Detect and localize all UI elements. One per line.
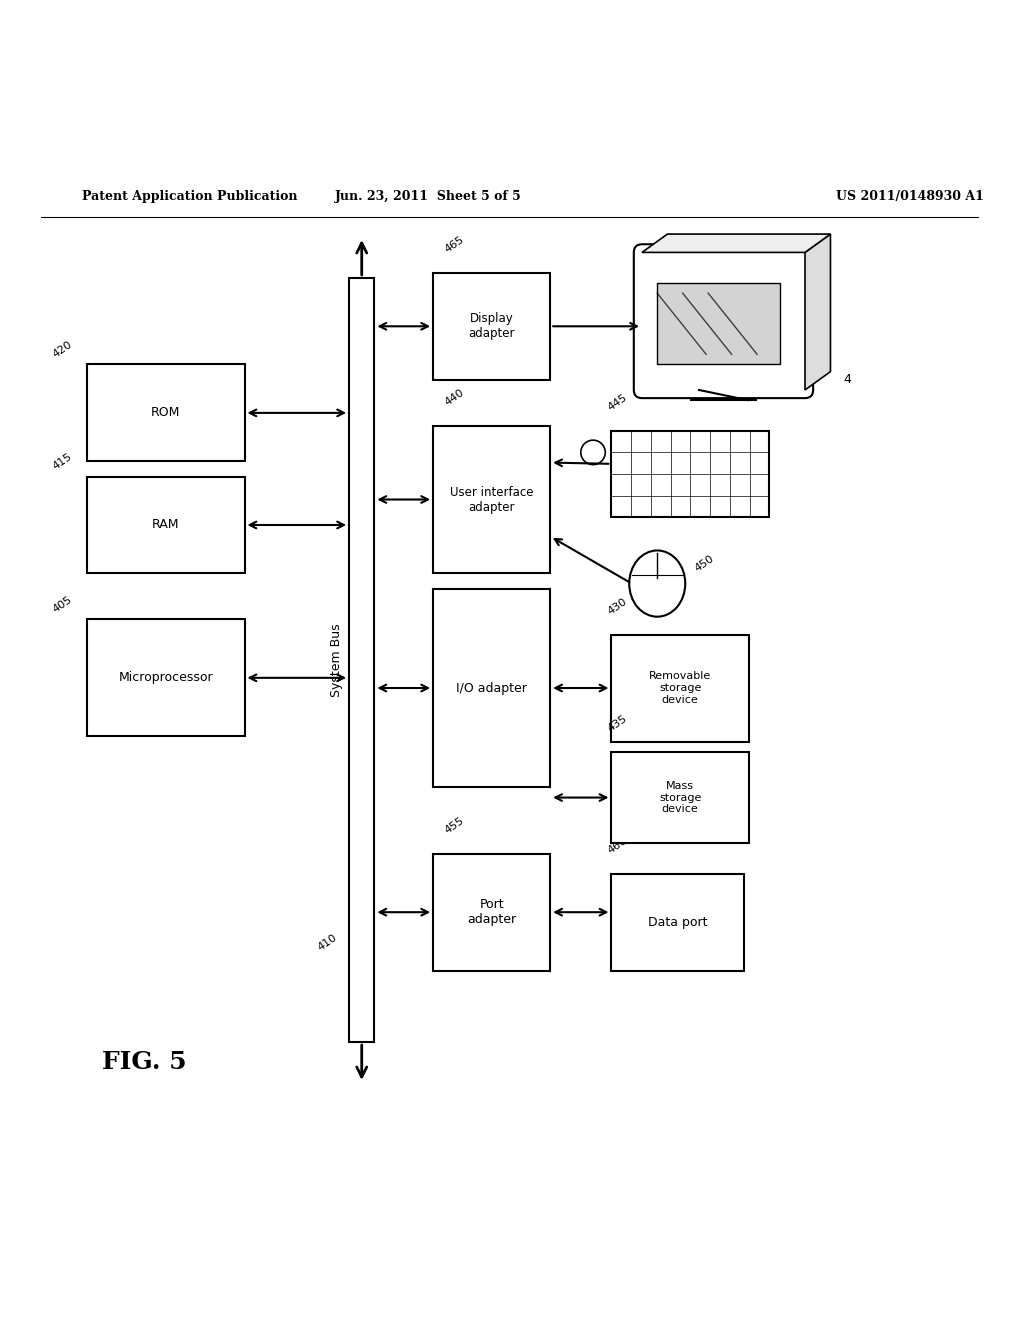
Polygon shape [805,234,830,389]
Text: 425: 425 [443,550,466,570]
Text: 455: 455 [443,814,466,836]
Text: 420: 420 [51,339,75,359]
Text: 415: 415 [51,451,75,471]
Text: ROM: ROM [151,407,180,420]
Bar [433,273,550,380]
Text: 445: 445 [606,392,630,412]
Ellipse shape [629,550,685,616]
Text: 405: 405 [51,594,75,614]
Text: Patent Application Publication: Patent Application Publication [82,190,297,203]
Bar [611,635,749,742]
Text: 465: 465 [443,234,466,255]
Text: User interface
adapter: User interface adapter [450,486,534,513]
FancyBboxPatch shape [634,244,813,399]
Text: 410: 410 [315,933,339,953]
Bar [611,751,749,843]
Text: System Bus: System Bus [331,623,343,697]
Text: Jun. 23, 2011  Sheet 5 of 5: Jun. 23, 2011 Sheet 5 of 5 [335,190,521,203]
Bar [657,282,779,364]
Polygon shape [642,234,830,252]
Bar [349,279,375,1041]
Text: Data port: Data port [648,916,708,929]
Text: FIG. 5: FIG. 5 [102,1051,186,1074]
Text: 4: 4 [844,374,852,387]
Bar [433,854,550,970]
Bar [611,430,769,517]
Bar [611,874,743,970]
Text: 430: 430 [606,595,630,616]
Bar [433,425,550,573]
Text: 435: 435 [606,713,630,734]
Text: 460: 460 [606,836,630,855]
Text: Port
adapter: Port adapter [467,898,516,927]
Text: Microprocessor: Microprocessor [118,672,213,684]
Text: Display
adapter: Display adapter [468,313,515,341]
Text: I/O adapter: I/O adapter [457,681,527,694]
Text: US 2011/0148930 A1: US 2011/0148930 A1 [836,190,983,203]
Bar [433,589,550,787]
Bar [87,477,245,573]
Text: Removable
storage
device: Removable storage device [649,672,712,705]
Text: 450: 450 [693,553,716,573]
Bar [87,619,245,737]
Bar [87,364,245,461]
Text: 440: 440 [443,387,466,408]
Text: Mass
storage
device: Mass storage device [659,781,701,814]
Text: RAM: RAM [152,519,179,532]
